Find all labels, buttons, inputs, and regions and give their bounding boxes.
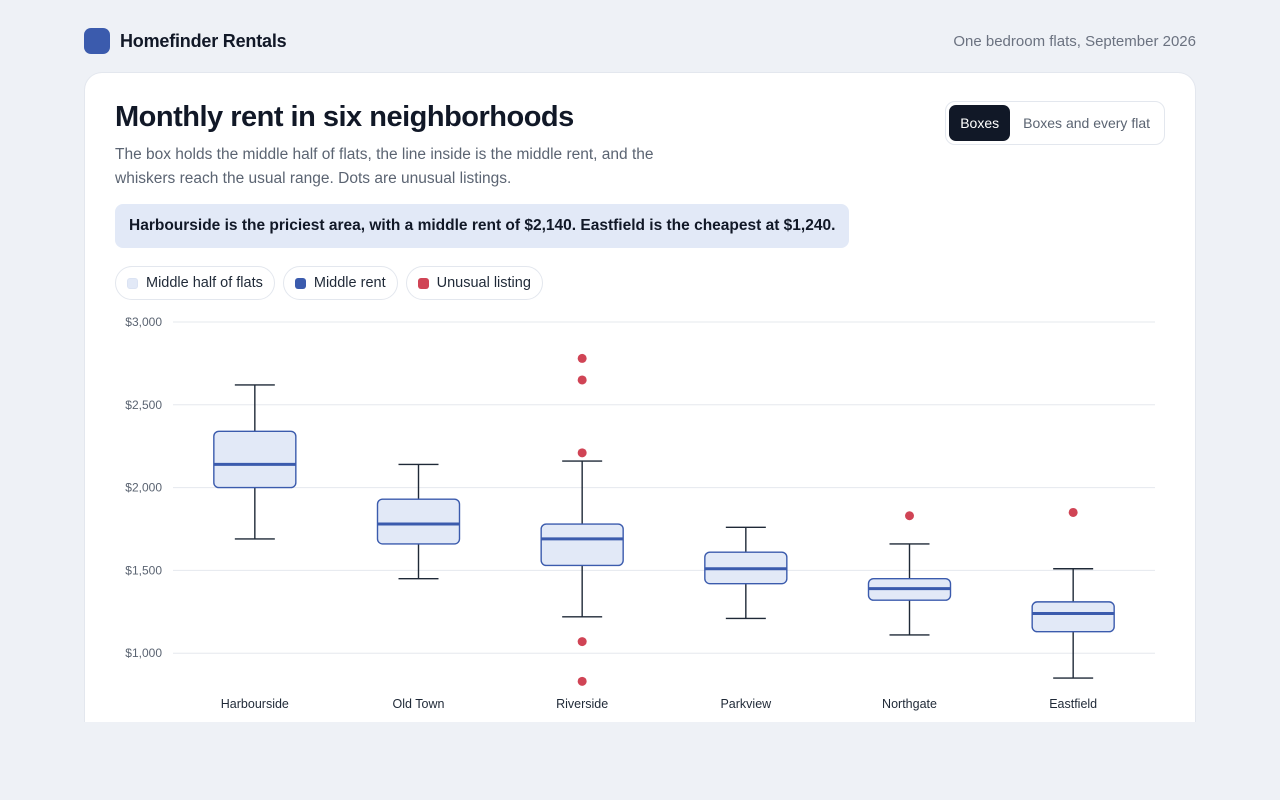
median-swatch-icon xyxy=(294,277,306,289)
x-tick-label-parkview: Parkview xyxy=(720,697,772,711)
brand-logo-icon xyxy=(84,28,110,54)
x-tick-label-old-town: Old Town xyxy=(393,697,445,711)
insight-callout: Harbourside is the priciest area, with a… xyxy=(115,204,850,248)
toggle-boxes-and-flats-button[interactable]: Boxes and every flat xyxy=(1012,105,1161,141)
legend-label: Middle half of flats xyxy=(146,275,263,291)
outlier-point-riverside xyxy=(577,637,587,647)
legend-label: Middle rent xyxy=(313,275,386,291)
outlier-point-northgate xyxy=(905,511,914,521)
y-tick-label: $2,500 xyxy=(125,398,162,412)
x-tick-label-riverside: Riverside xyxy=(556,697,608,711)
legend-item-unusual-listing[interactable]: Unusual listing xyxy=(405,266,543,300)
box-harbourside xyxy=(213,430,297,489)
box-eastfield xyxy=(1031,601,1115,633)
y-tick-label: $1,500 xyxy=(125,563,162,577)
chart-card: Monthly rent in six neighborhoods The bo… xyxy=(84,72,1196,722)
outlier-point-riverside xyxy=(577,375,587,385)
box-old-town xyxy=(376,498,461,545)
outlier-point-riverside xyxy=(577,448,587,458)
top-bar: Homefinder Rentals One bedroom flats, Se… xyxy=(84,27,1196,55)
chart-legend: Middle half of flats Middle rent Unusual… xyxy=(115,266,543,300)
page-title: Monthly rent in six neighborhoods xyxy=(115,101,574,133)
y-tick-label: $1,000 xyxy=(125,646,162,660)
legend-item-middle-rent[interactable]: Middle rent xyxy=(282,266,398,300)
x-tick-label-northgate: Northgate xyxy=(882,697,937,711)
outlier-point-riverside xyxy=(577,676,587,686)
x-tick-label-eastfield: Eastfield xyxy=(1049,697,1097,711)
brand[interactable]: Homefinder Rentals xyxy=(84,28,287,54)
toggle-boxes-button[interactable]: Boxes xyxy=(949,105,1011,141)
chart-description: The box holds the middle half of flats, … xyxy=(115,146,654,187)
box-riverside xyxy=(540,523,624,567)
brand-name: Homefinder Rentals xyxy=(120,30,287,51)
outlier-point-riverside xyxy=(577,353,587,363)
legend-item-middle-half[interactable]: Middle half of flats xyxy=(115,266,275,300)
outlier-point-eastfield xyxy=(1068,507,1078,517)
box-swatch-icon xyxy=(127,277,138,289)
rent-boxplot-chart: $1,000 $1,500 $2,000 $2,500 $3,000 Harboursid… xyxy=(125,315,1155,711)
view-toggle: Boxes Boxes and every flat xyxy=(945,101,1165,145)
page-subtitle: One bedroom flats, September 2026 xyxy=(953,32,1196,50)
y-tick-label: $3,000 xyxy=(125,315,162,329)
legend-label: Unusual listing xyxy=(436,275,531,291)
x-tick-label-harbourside: Harbourside xyxy=(221,697,289,711)
outlier-swatch-icon xyxy=(417,277,429,289)
y-tick-label: $2,000 xyxy=(125,481,162,495)
